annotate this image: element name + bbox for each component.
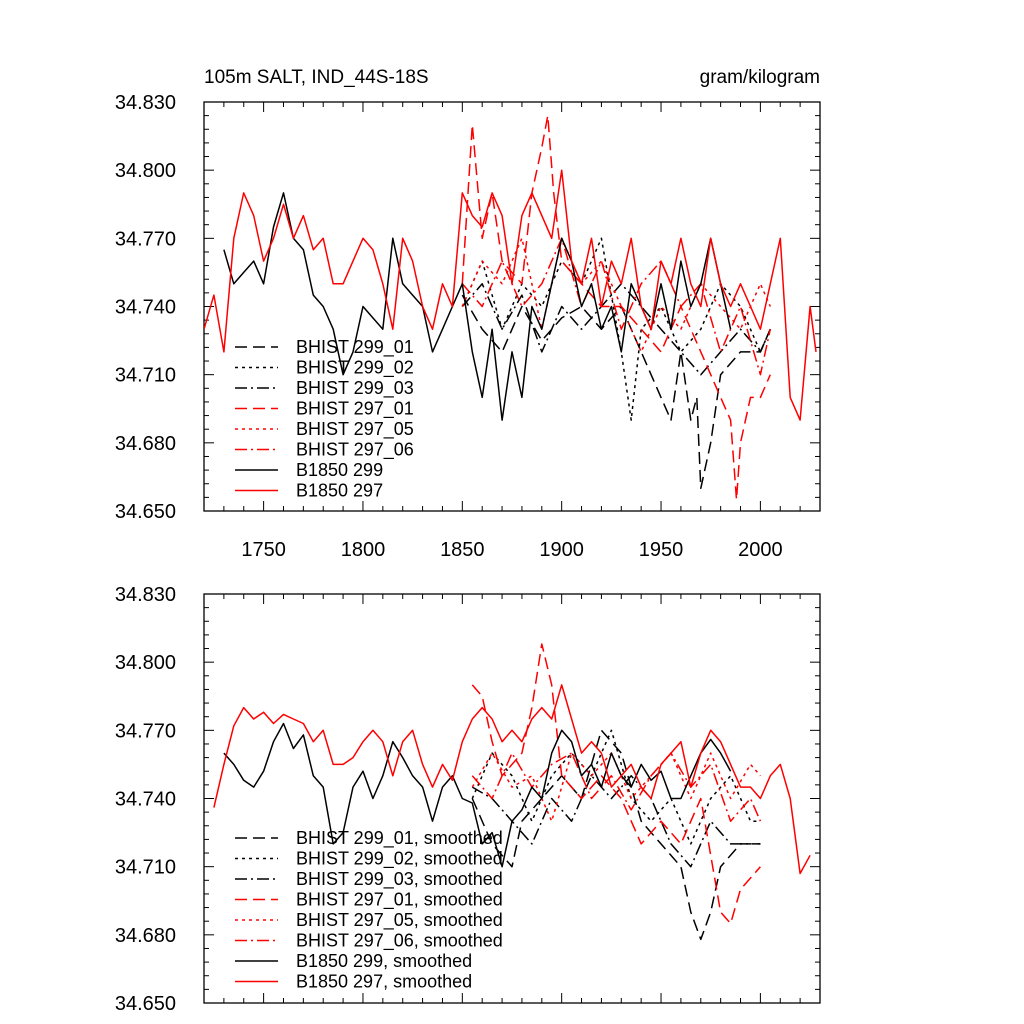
legend-label: BHIST 299_03, smoothed <box>296 869 503 890</box>
y-tick-label: 34.650 <box>115 993 176 1015</box>
legend-label: BHIST 297_01 <box>296 399 414 420</box>
series-line <box>461 114 771 501</box>
y-tick-label: 34.680 <box>115 925 176 947</box>
y-tick-label: 34.830 <box>115 92 176 114</box>
y-tick-label: 34.770 <box>115 228 176 250</box>
x-tick-label: 1900 <box>539 539 584 561</box>
legend-label: BHIST 299_01, smoothed <box>296 828 503 849</box>
chart-units: gram/kilogram <box>700 67 820 88</box>
series-line <box>471 643 761 925</box>
panel-smoothed: 34.650 34.680 34.710 34.740 34.770 34.800 34.8… <box>115 584 821 1015</box>
series-group <box>204 114 817 501</box>
series-line <box>471 752 762 822</box>
series-line <box>461 294 771 490</box>
y-tick-label: 34.830 <box>115 584 176 606</box>
legend-label: B1850 297 <box>296 481 383 501</box>
legend-label: BHIST 299_03 <box>296 378 414 399</box>
x-tick-label: 2000 <box>738 539 783 561</box>
legend-label: B1850 297, smoothed <box>296 972 472 992</box>
series-line <box>461 237 772 376</box>
x-tick-label: 1950 <box>639 539 684 561</box>
legend-label: BHIST 299_01 <box>296 337 414 358</box>
y-tick-label: 34.770 <box>115 720 176 742</box>
series-line <box>471 729 761 941</box>
y-tick-label: 34.740 <box>115 297 176 319</box>
series-line <box>471 729 761 845</box>
y-tick-label: 34.800 <box>115 652 176 674</box>
x-tick-label: 1750 <box>241 539 286 561</box>
legend-label: BHIST 299_02 <box>296 358 414 379</box>
legend-label: BHIST 297_06, smoothed <box>296 931 503 952</box>
legend-label: BHIST 299_02, smoothed <box>296 849 503 870</box>
series-line <box>471 775 761 868</box>
y-tick-label: 34.680 <box>115 433 176 455</box>
series-line <box>204 169 817 421</box>
series-line <box>461 237 771 353</box>
legend-label: B1850 299 <box>296 460 383 480</box>
x-tick-label: 1800 <box>341 539 386 561</box>
series-line <box>461 237 771 421</box>
legend-label: B1850 299, smoothed <box>296 951 472 971</box>
series-line <box>213 684 811 875</box>
y-tick-label: 34.800 <box>115 160 176 182</box>
y-tick-label: 34.710 <box>115 857 176 879</box>
y-tick-label: 34.710 <box>115 365 176 387</box>
legend-label: BHIST 297_05, smoothed <box>296 910 503 931</box>
legend-label: BHIST 297_06 <box>296 440 414 461</box>
panel-raw: 34.650 34.680 34.710 34.740 34.770 34.800 34.8… <box>115 92 821 561</box>
legend-label: BHIST 297_05 <box>296 419 414 440</box>
x-tick-label: 1850 <box>440 539 485 561</box>
chart-title: 105m SALT, IND_44S-18S <box>204 67 429 88</box>
series-group <box>213 643 811 941</box>
legend-label: BHIST 297_01, smoothed <box>296 890 503 911</box>
y-tick-label: 34.740 <box>115 789 176 811</box>
series-line <box>223 722 732 868</box>
y-tick-label: 34.650 <box>115 501 176 523</box>
